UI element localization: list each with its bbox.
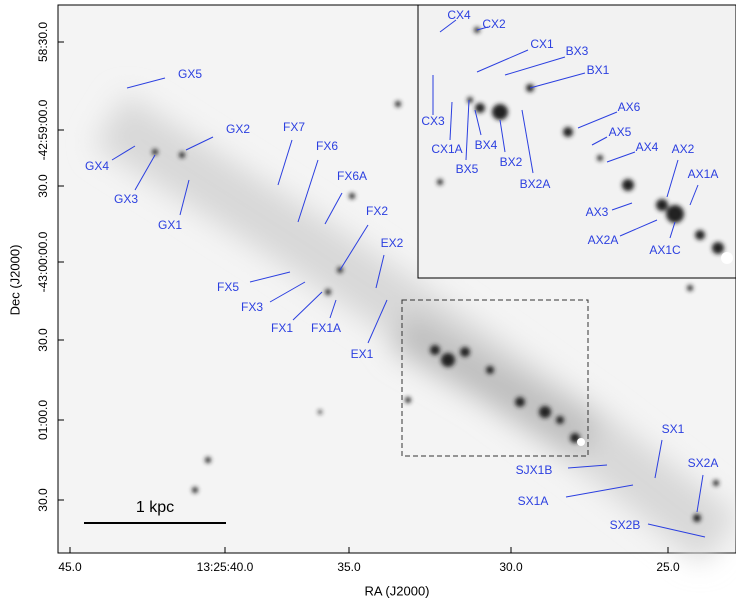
y-tick-label: 58:30.0 xyxy=(36,22,50,62)
source-label: FX5 xyxy=(217,280,239,294)
source-label: FX7 xyxy=(283,120,305,134)
source-label: BX1 xyxy=(587,63,610,77)
x-tick-label: 30.0 xyxy=(499,560,523,574)
saturated-source xyxy=(577,438,585,446)
source-label: EX1 xyxy=(351,347,374,361)
y-tick-label: 30.0 xyxy=(36,488,50,512)
source-label: AX6 xyxy=(618,100,641,114)
source-label: SX2A xyxy=(688,456,719,470)
y-tick-label: 30.0 xyxy=(36,328,50,352)
source-label: FX6 xyxy=(316,139,338,153)
source-label: GX5 xyxy=(178,67,202,81)
source-label: AX3 xyxy=(586,205,609,219)
source-label: GX2 xyxy=(226,122,250,136)
source-label: GX4 xyxy=(85,159,109,173)
source-label: AX5 xyxy=(609,125,632,139)
source-label: FX6A xyxy=(337,169,367,183)
source-label: AX4 xyxy=(636,140,659,154)
source-label: BX4 xyxy=(475,138,498,152)
x-axis-title: RA (J2000) xyxy=(364,583,429,598)
source-label: BX3 xyxy=(566,44,589,58)
y-tick-label: -43:00:00.0 xyxy=(36,231,50,292)
x-tick-label: 25.0 xyxy=(656,560,680,574)
x-tick-label: 13:25:40.0 xyxy=(197,560,254,574)
source-label: AX1C xyxy=(649,243,681,257)
y-axis-title: Dec (J2000) xyxy=(7,245,22,316)
source-label: FX3 xyxy=(241,300,263,314)
source-label: CX1 xyxy=(530,37,554,51)
y-tick-label: 30.0 xyxy=(36,174,50,198)
source-label: BX2A xyxy=(520,177,551,191)
source-label: SX1A xyxy=(518,494,549,508)
source-label: FX2 xyxy=(366,204,388,218)
source-label: AX2 xyxy=(672,142,695,156)
source-label: CX1A xyxy=(431,142,462,156)
y-tick-label: 01:00.0 xyxy=(36,400,50,440)
x-tick-label: 35.0 xyxy=(337,560,361,574)
source-label: SX2B xyxy=(610,518,641,532)
source-label: CX4 xyxy=(447,8,471,22)
source-label: EX2 xyxy=(381,236,404,250)
source-label: GX3 xyxy=(114,192,138,206)
source-label: BX2 xyxy=(500,155,523,169)
x-tick-label: 45.0 xyxy=(58,560,82,574)
source-label: CX2 xyxy=(482,17,506,31)
y-tick-label: -42:59:00.0 xyxy=(36,99,50,160)
source-label: GX1 xyxy=(158,218,182,232)
source-label: AX2A xyxy=(588,233,619,247)
source-label: FX1 xyxy=(271,321,293,335)
scale-bar-label: 1 kpc xyxy=(136,499,174,516)
source-label: SJX1B xyxy=(516,463,553,477)
figure: 1 kpc RA (J2000) Dec (J2000) 45.0 13:25:4… xyxy=(0,0,736,604)
source-label: SX1 xyxy=(662,422,685,436)
inset-saturated-source xyxy=(721,252,733,264)
source-label: CX3 xyxy=(421,114,445,128)
source-label: BX5 xyxy=(456,162,479,176)
source-label: AX1A xyxy=(688,167,719,181)
source-label: FX1A xyxy=(311,321,341,335)
